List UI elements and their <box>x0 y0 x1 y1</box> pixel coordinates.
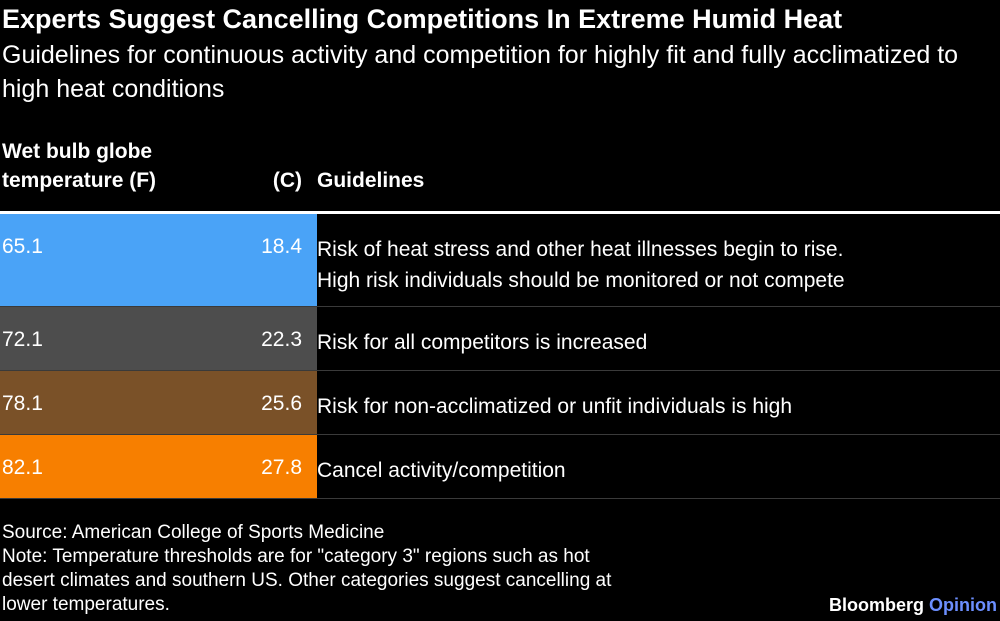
row-divider <box>0 434 1000 435</box>
note-line: Note: Temperature thresholds are for "ca… <box>2 546 590 567</box>
table-row: 82.1 27.8 Cancel activity/competition <box>0 435 1000 499</box>
row-divider <box>0 370 1000 371</box>
row-color-band <box>0 371 317 435</box>
cell-celsius: 25.6 <box>261 392 302 415</box>
table-row: 72.1 22.3 Risk for all competitors is incr… <box>0 307 1000 371</box>
note-line: lower temperatures. <box>2 594 170 615</box>
guideline-line: Risk of heat stress and other heat illne… <box>317 238 844 261</box>
row-divider <box>0 306 1000 307</box>
column-header-fahrenheit-line2: temperature (F) <box>2 169 157 192</box>
guideline-line: Risk for non-acclimatized or unfit indiv… <box>317 395 793 418</box>
cell-guideline: Risk for all competitors is increased <box>317 327 997 358</box>
row-divider <box>0 498 1000 499</box>
footer-notes: Source: American College of Sports Medic… <box>2 521 782 617</box>
guideline-line: Risk for all competitors is increased <box>317 331 648 354</box>
column-header-fahrenheit: Wet bulb globe temperature (F) <box>2 137 252 195</box>
cell-fahrenheit: 65.1 <box>2 235 43 258</box>
column-header-fahrenheit-line1: Wet bulb globe <box>2 140 153 163</box>
cell-fahrenheit: 78.1 <box>2 392 43 415</box>
cell-fahrenheit: 72.1 <box>2 328 43 351</box>
guideline-line: High risk individuals should be monitore… <box>317 269 845 292</box>
cell-celsius: 22.3 <box>261 328 302 351</box>
brand-name: Bloomberg <box>828 595 924 615</box>
column-header-guidelines: Guidelines <box>317 169 425 192</box>
guideline-line: Cancel activity/competition <box>317 459 566 482</box>
row-color-band <box>0 214 317 307</box>
bloomberg-opinion-logo: Bloomberg Opinion <box>829 594 997 616</box>
source-note: Source: American College of Sports Medic… <box>2 522 385 543</box>
cell-celsius: 27.8 <box>261 456 302 479</box>
brand-sub: Opinion <box>929 595 997 615</box>
cell-celsius: 18.4 <box>261 235 302 258</box>
row-color-band <box>0 307 317 371</box>
cell-guideline: Risk of heat stress and other heat illne… <box>317 234 997 296</box>
chart-subtitle: Guidelines for continuous activity and c… <box>2 41 959 103</box>
cell-guideline: Risk for non-acclimatized or unfit indiv… <box>317 391 997 422</box>
table-row: 65.1 18.4 Risk of heat stress and other he… <box>0 214 1000 307</box>
row-color-band <box>0 435 317 499</box>
header-divider <box>0 211 1000 214</box>
column-header-celsius: (C) <box>272 169 302 192</box>
note-line: desert climates and southern US. Other c… <box>2 570 612 591</box>
cell-fahrenheit: 82.1 <box>2 456 43 479</box>
table-row: 78.1 25.6 Risk for non-acclimatized or unf… <box>0 371 1000 435</box>
chart-title: Experts Suggest Cancelling Competitions … <box>2 4 843 34</box>
cell-guideline: Cancel activity/competition <box>317 455 997 486</box>
